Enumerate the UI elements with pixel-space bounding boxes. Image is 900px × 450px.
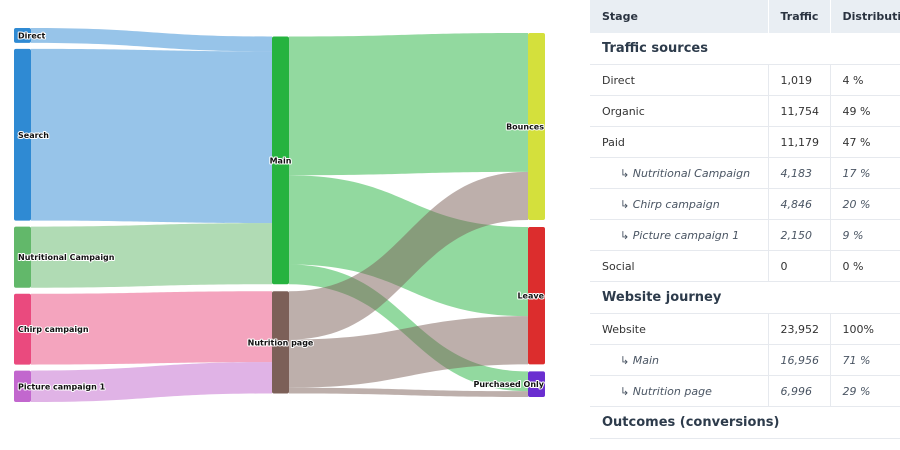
traffic-cell: 16,956 [768, 344, 831, 376]
traffic-cell: 2,150 [768, 219, 831, 251]
node-label-search: Search [18, 131, 49, 140]
table-row: ↳ Picture campaign 1 2,150 9 % [590, 219, 900, 251]
traffic-cell: 11,179 [768, 126, 831, 158]
traffic-cell: 4,183 [768, 157, 831, 189]
section-title: Traffic sources [590, 33, 900, 65]
section-title: Website journey [590, 281, 900, 314]
header-distribution: Distribution [830, 0, 900, 33]
stage-cell: Organic [590, 95, 769, 127]
link-main-to-bounces [289, 33, 528, 176]
table-row: ↳ Chirp campaign 4,846 20 % [590, 188, 900, 220]
node-main [272, 36, 289, 285]
traffic-cell: 1,019 [768, 64, 831, 96]
distribution-cell: 9 % [830, 219, 900, 251]
distribution-cell: 20 % [830, 188, 900, 220]
node-label-bounces: Bounces [506, 123, 544, 132]
distribution-cell: 100% [830, 313, 900, 345]
stage-cell: ↳ Nutritional Campaign [590, 157, 769, 189]
table-row: ↳ Nutritional Campaign 4,183 17 % [590, 157, 900, 189]
table-row: Direct 1,019 4 % [590, 64, 900, 96]
node-leave [528, 227, 545, 365]
traffic-cell: 11,754 [768, 95, 831, 127]
distribution-cell: 0 % [830, 250, 900, 282]
node-label-leave: Leave [517, 292, 544, 301]
section-row: Website journey [590, 281, 900, 314]
node-direct [14, 28, 31, 43]
link-search-to-main [31, 48, 272, 224]
traffic-cell: 6,996 [768, 375, 831, 407]
table-row: Website 23,952 100% [590, 313, 900, 345]
distribution-cell: 49 % [830, 95, 900, 127]
table-row: ↳ Nutrition page 6,996 29 % [590, 375, 900, 407]
distribution-cell: 4 % [830, 64, 900, 96]
node-label-nutpage: Nutrition page [248, 338, 314, 347]
traffic-cell: 23,952 [768, 313, 831, 345]
stage-cell: Social [590, 250, 769, 282]
node-label-purchased: Purchased Only [474, 380, 545, 389]
header-traffic: Traffic [768, 0, 831, 33]
distribution-cell: 17 % [830, 157, 900, 189]
stage-cell: ↳ Chirp campaign [590, 188, 769, 220]
stage-cell: ↳ Nutrition page [590, 375, 769, 407]
traffic-cell: 4,846 [768, 188, 831, 220]
section-row: Outcomes (conversions) [590, 406, 900, 439]
table-row: ↳ Main 16,956 71 % [590, 344, 900, 376]
distribution-cell: 29 % [830, 375, 900, 407]
node-nutr [14, 226, 31, 288]
table-header-row: Stage Traffic Distribution [590, 0, 900, 33]
stats-table: Stage Traffic Distribution Traffic sourc… [590, 0, 900, 439]
link-nutr-to-main [31, 223, 272, 288]
node-bounces [528, 33, 545, 221]
node-label-pic: Picture campaign 1 [18, 382, 106, 391]
node-nutpage [272, 291, 289, 394]
link-direct-to-main [31, 28, 272, 52]
distribution-cell: 71 % [830, 344, 900, 376]
sankey-chart: Direct Search Nutritional Campaign Chirp ca… [14, 28, 546, 402]
node-label-main: Main [270, 156, 292, 165]
node-pic [14, 370, 31, 402]
node-search [14, 48, 31, 221]
section-title: Outcomes (conversions) [590, 406, 900, 439]
traffic-cell: 0 [768, 250, 831, 282]
table-row: Paid 11,179 47 % [590, 126, 900, 158]
node-label-chirp: Chirp campaign [18, 325, 89, 334]
distribution-cell: 47 % [830, 126, 900, 158]
node-label-nutr: Nutritional Campaign [18, 253, 115, 262]
link-nutpage-to-bounces [289, 171, 528, 340]
node-chirp [14, 293, 31, 365]
link-main-to-purchased [289, 264, 528, 392]
header-stage: Stage [590, 0, 769, 33]
link-nutpage-to-purchased [289, 387, 528, 397]
stage-cell: Paid [590, 126, 769, 158]
table-row: Organic 11,754 49 % [590, 95, 900, 127]
stage-cell: ↳ Picture campaign 1 [590, 219, 769, 251]
section-row: Traffic sources [590, 33, 900, 65]
stats-table-panel: Stage Traffic Distribution Traffic sourc… [590, 0, 900, 450]
stage-cell: Website [590, 313, 769, 345]
link-nutpage-to-leave [289, 316, 528, 388]
table-row: Social 0 0 % [590, 250, 900, 282]
link-pic-to-nutpage [31, 362, 272, 402]
stage-cell: ↳ Main [590, 344, 769, 376]
stage-cell: Direct [590, 64, 769, 96]
node-label-direct: Direct [18, 31, 45, 40]
link-chirp-to-nutpage [31, 291, 272, 365]
node-purchased [528, 371, 545, 397]
